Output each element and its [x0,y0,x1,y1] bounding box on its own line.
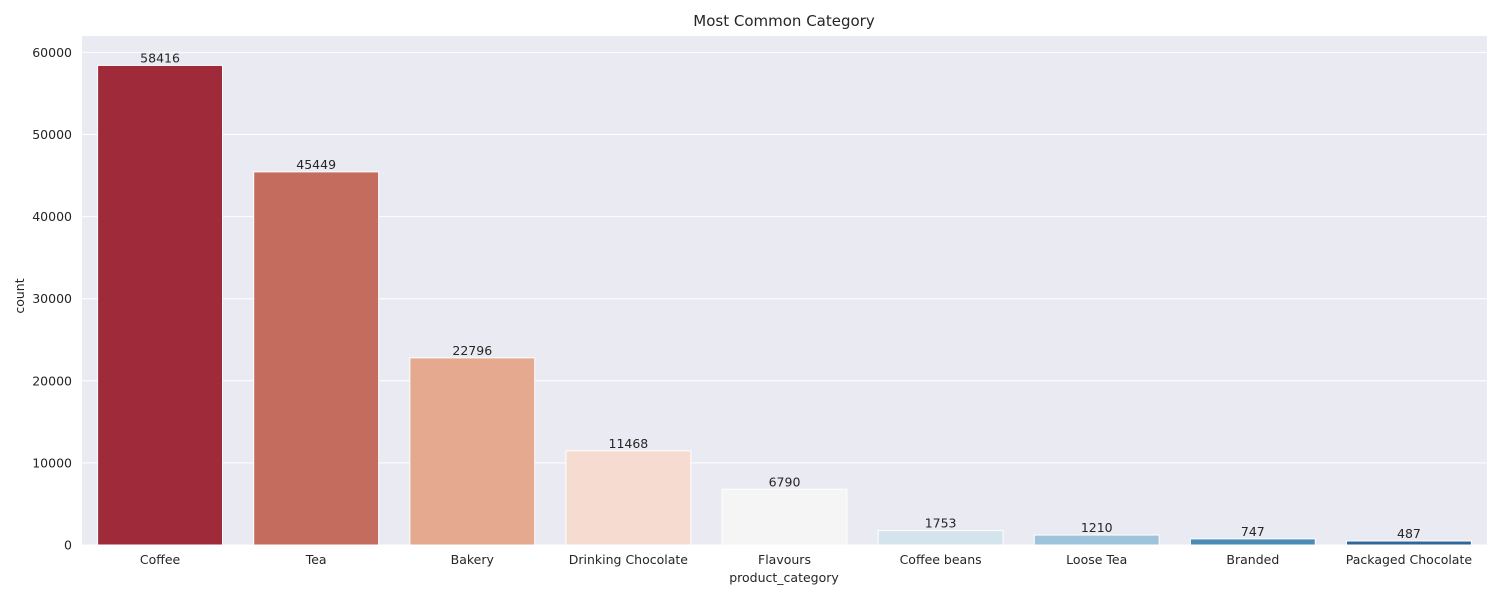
bar-tea [253,171,380,546]
x-axis-label: product_category [729,570,839,585]
bar-drinking-chocolate [565,450,692,546]
x-tick-label: Branded [1226,552,1279,567]
y-tick-label: 30000 [32,291,72,306]
y-tick-label: 20000 [32,373,72,388]
x-tick-labels: Coffee Tea Bakery Drinking Chocolate Flavour… [140,552,1473,567]
data-label: 11468 [609,436,649,451]
data-label: 22796 [452,343,492,358]
bar-coffee-beans [877,530,1004,546]
data-label: 1753 [925,516,957,531]
x-tick-label: Coffee beans [900,552,982,567]
data-label: 45449 [296,157,336,172]
y-tick-labels: 0 10000 20000 30000 40000 50000 60000 [32,45,72,553]
bar-coffee [97,64,223,546]
y-tick-label: 10000 [32,455,72,470]
bar-flavours [721,488,848,546]
y-tick-label: 40000 [32,209,72,224]
x-tick-label: Packaged Chocolate [1346,552,1473,567]
data-labels: 58416 45449 22796 11468 6790 1753 1210 747 487 [140,50,1421,541]
y-axis-label: count [12,278,27,313]
bars [97,64,1472,546]
x-tick-label: Coffee [140,552,181,567]
data-label: 487 [1397,526,1421,541]
y-tick-label: 60000 [32,45,72,60]
bar-branded [1189,538,1316,546]
y-tick-label: 0 [64,538,72,553]
x-tick-label: Loose Tea [1066,552,1127,567]
x-tick-label: Flavours [758,552,811,567]
data-label: 6790 [769,474,801,489]
bar-loose-tea [1033,534,1160,546]
data-label: 1210 [1081,520,1113,535]
chart-title: Most Common Category [693,12,875,30]
data-label: 58416 [140,50,180,65]
y-tick-label: 50000 [32,127,72,142]
bar-packaged-chocolate [1346,540,1472,546]
x-tick-label: Drinking Chocolate [569,552,689,567]
x-tick-label: Bakery [451,552,495,567]
data-label: 747 [1241,524,1265,539]
x-tick-label: Tea [305,552,327,567]
bar-bakery [409,357,536,546]
